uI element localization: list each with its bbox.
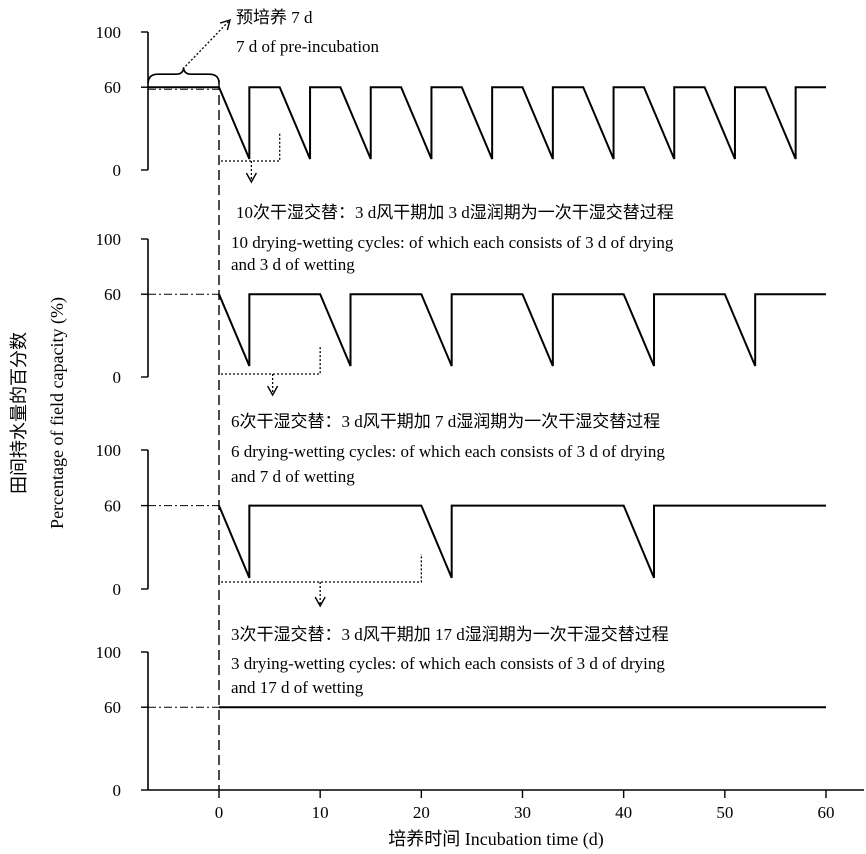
panel2-y-tick-label-100: 100 [96, 230, 122, 249]
preincubation-brace [147, 67, 220, 84]
panel4-y-tick-label-100: 100 [96, 643, 122, 662]
x-tick-label-50: 50 [716, 803, 733, 822]
panel2-y-tick-label-60: 60 [104, 285, 121, 304]
panel3-annotation-en-line2: and 17 d of wetting [231, 678, 364, 697]
panel4-y-tick-label-0: 0 [113, 781, 122, 800]
preincubation-arrow [185, 18, 231, 67]
panel3-annotation-en-line1: 3 drying-wetting cycles: of which each c… [231, 654, 665, 673]
panel1-y-tick-label-60: 60 [104, 78, 121, 97]
x-tick-label-30: 30 [514, 803, 531, 822]
x-tick-label-0: 0 [215, 803, 224, 822]
x-tick-label-60: 60 [818, 803, 835, 822]
panel2-y-tick-label-0: 0 [113, 368, 122, 387]
panel2-annotation-en-line1: 6 drying-wetting cycles: of which each c… [231, 442, 665, 461]
panel3-y-tick-label-100: 100 [96, 441, 122, 460]
preincubation-label-cn: 预培养 7 d [236, 8, 313, 27]
panel3-series-line [218, 504, 826, 579]
panel1-series-line [148, 86, 826, 160]
panel2-cycle-bracket [221, 346, 321, 375]
preincubation-label-en: 7 d of pre-incubation [236, 37, 380, 56]
panel3-cycle-bracket [221, 554, 422, 583]
series-layer [148, 86, 826, 709]
panel3-y-tick-label-60: 60 [104, 497, 121, 516]
y-axis-title-cn: 田间持水量的百分数 [9, 332, 29, 494]
axes-layer: 0 60 100 0 60 100 0 60 100 0 60 100 0 10 20 30 40 50 60 [96, 23, 864, 822]
panel2-annotation-cn: 6次干湿交替：3 d风干期加 7 d湿润期为一次干湿交替过程 [231, 412, 660, 431]
panel1-annotation-cn: 10次干湿交替：3 d风干期加 3 d湿润期为一次干湿交替过程 [236, 203, 674, 222]
panel1-y-tick-label-0: 0 [113, 161, 122, 180]
panel4-y-tick-label-60: 60 [104, 698, 121, 717]
panel1-annotation-en-line1: 10 drying-wetting cycles: of which each … [231, 233, 674, 252]
panel3-annotation-cn: 3次干湿交替：3 d风干期加 17 d湿润期为一次干湿交替过程 [231, 625, 669, 644]
panel1-annotation-en-line2: and 3 d of wetting [231, 255, 355, 274]
x-tick-label-10: 10 [312, 803, 329, 822]
panel2-annotation-en-line2: and 7 d of wetting [231, 467, 355, 486]
panel2-series-line [218, 293, 826, 367]
panel1-y-tick-label-100: 100 [96, 23, 122, 42]
x-tick-label-40: 40 [615, 803, 632, 822]
panel1-cycle-bracket [221, 133, 281, 162]
annotation-layer [147, 18, 422, 608]
reference-lines-layer [148, 80, 220, 790]
y-axis-title-en: Percentage of field capacity (%) [47, 297, 68, 529]
x-tick-label-20: 20 [413, 803, 430, 822]
panel3-y-tick-label-0: 0 [113, 580, 122, 599]
x-axis-title: 培养时间 Incubation time (d) [388, 829, 603, 850]
